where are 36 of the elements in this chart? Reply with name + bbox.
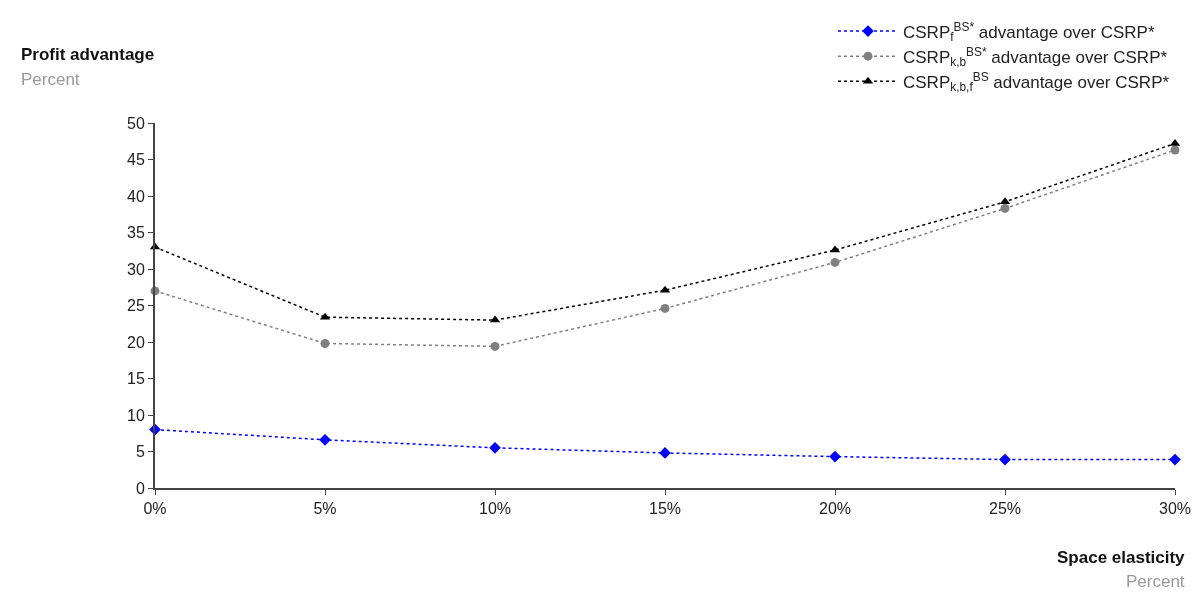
x-tick-label: 15% <box>648 500 682 518</box>
y-tick-label: 20 <box>127 333 145 351</box>
x-tick-label: 10% <box>478 500 512 518</box>
y-tick-label: 40 <box>127 187 145 205</box>
y-tick-label: 45 <box>127 151 145 169</box>
y-tick-label: 5 <box>135 443 145 461</box>
x-tick-label: 30% <box>1158 500 1192 518</box>
legend-label: CSRP$_{k,b,f}$$^{BS}$ advantage over CSRP* <box>903 69 1170 95</box>
legend-label: CSRP$_{f}$$^{BS*}$ advantage over CSRP* <box>903 19 1155 45</box>
x-axis-title: Space elasticity <box>1057 548 1186 567</box>
y-tick-label: 0 <box>135 479 145 497</box>
point <box>660 303 670 313</box>
y-tick-label: 15 <box>127 370 145 388</box>
point <box>1000 203 1010 213</box>
y-tick-label: 10 <box>127 406 145 424</box>
y-tick-label: 25 <box>127 297 145 315</box>
point <box>829 450 841 463</box>
y-axis-title: Profit advantage <box>21 45 155 64</box>
y-tick-label: 35 <box>127 224 145 242</box>
text: Percent <box>1126 572 1185 591</box>
point <box>489 442 501 454</box>
x-tick-label: 20% <box>818 500 852 518</box>
legend-label: CSRP$_{k,b}$$^{BS*}$ advantage over CSRP* <box>903 44 1168 70</box>
y-tick-label: 50 <box>127 114 145 132</box>
point <box>830 257 840 267</box>
x-tick-label: 25% <box>988 500 1022 518</box>
x-tick-label: 0% <box>143 500 167 518</box>
point <box>1169 453 1181 466</box>
text: Percent <box>21 70 80 89</box>
point <box>320 338 330 348</box>
point <box>490 341 500 351</box>
point <box>319 433 331 446</box>
x-tick-label: 5% <box>313 500 337 518</box>
point <box>1170 145 1180 155</box>
y-tick-label: 30 <box>127 260 145 278</box>
point <box>999 453 1011 466</box>
